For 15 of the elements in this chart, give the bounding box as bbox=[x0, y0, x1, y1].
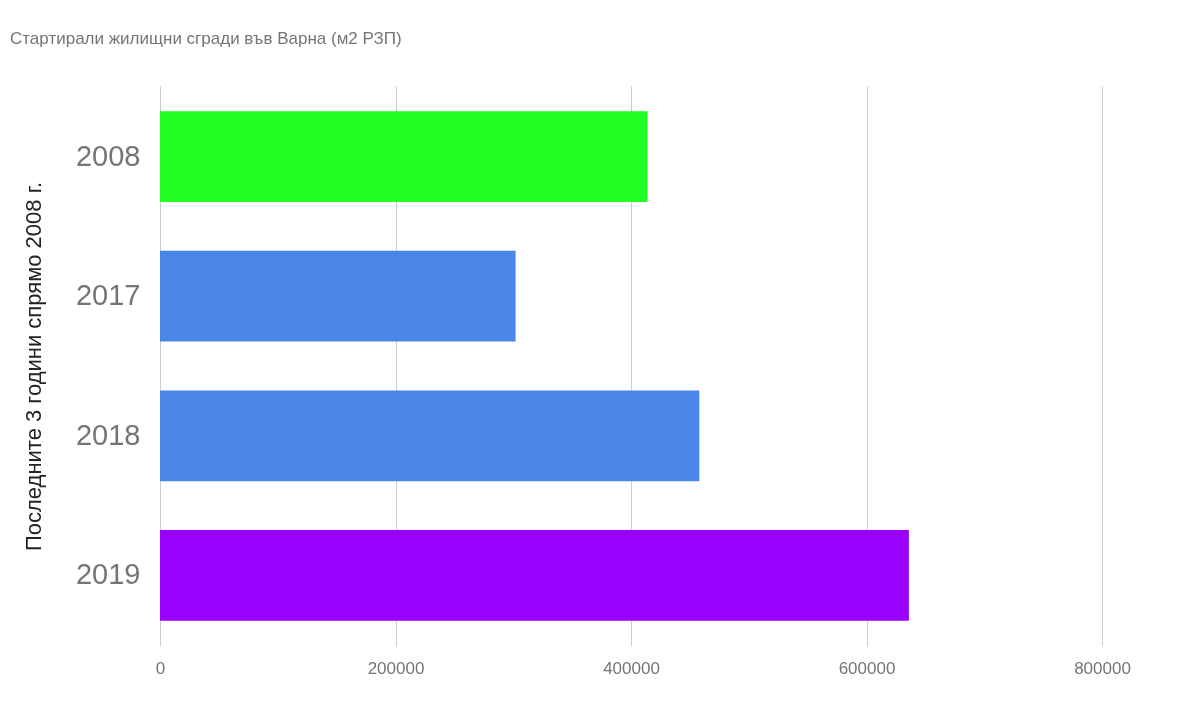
y-axis-title: Последните 3 години спрямо 2008 г. bbox=[20, 181, 46, 552]
chart-title: Стартирали жилищни сгради във Варна (м2 РЗП) bbox=[10, 29, 402, 48]
bar bbox=[160, 250, 516, 342]
y-tick-label: 2017 bbox=[75, 279, 141, 312]
x-tick-label: 0 bbox=[155, 658, 166, 678]
x-tick-label: 200000 bbox=[367, 658, 425, 678]
bar bbox=[160, 530, 909, 621]
y-tick-label: 2008 bbox=[75, 139, 141, 172]
y-tick-label: 2018 bbox=[75, 418, 141, 451]
bar bbox=[160, 111, 648, 202]
x-tick-label: 400000 bbox=[603, 658, 660, 678]
y-tick-label: 2019 bbox=[75, 558, 141, 591]
bar bbox=[160, 390, 700, 482]
x-tick-label: 800000 bbox=[1074, 658, 1131, 678]
x-tick-label: 600000 bbox=[838, 658, 896, 678]
